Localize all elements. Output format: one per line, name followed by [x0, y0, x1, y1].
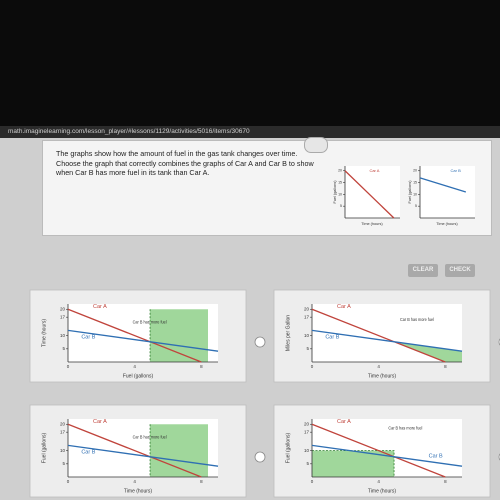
question-panel — [42, 140, 492, 236]
graph-label: Car B — [451, 168, 462, 173]
y-tick-label: 10 — [304, 333, 310, 338]
car-a-label: Car A — [93, 304, 107, 310]
y-axis-label: Miles per Gallon — [285, 315, 291, 351]
x-axis-label: Time (hours) — [124, 488, 152, 494]
check-button[interactable]: CHECK — [445, 264, 475, 277]
option-radio[interactable] — [254, 451, 266, 463]
x-axis-label: Time (hours) — [361, 222, 383, 226]
x-axis-label: Time (hours) — [436, 222, 458, 226]
note-label: Car B has more fuel — [388, 425, 422, 430]
car-a-line — [67, 308, 202, 363]
y-tick-label: 15 — [413, 180, 417, 184]
car-a-line — [311, 308, 446, 363]
y-tick-label: 17 — [60, 429, 66, 434]
car-a-label: Car A — [93, 419, 107, 425]
x-axis-label: Time (hours) — [368, 488, 396, 494]
x-tick-label: 0 — [311, 364, 314, 369]
y-tick-label: 5 — [340, 204, 342, 208]
shade — [150, 309, 208, 362]
y-tick-label: 20 — [338, 169, 342, 173]
graph-label: Car A — [369, 168, 379, 173]
y-tick-label: 20 — [60, 421, 66, 426]
y-tick-label: 5 — [306, 461, 309, 466]
x-axis-label: Time (hours) — [368, 373, 396, 379]
x-tick-label: 4 — [133, 364, 136, 369]
y-tick-label: 20 — [413, 169, 417, 173]
x-tick-label: 0 — [67, 479, 70, 484]
car-a-label: Car A — [337, 419, 351, 425]
clear-button[interactable]: CLEAR — [408, 264, 438, 277]
question-text: The graphs show how the amount of fuel i… — [56, 149, 314, 177]
x-tick-label: 8 — [200, 479, 203, 484]
car-a-line — [67, 423, 202, 478]
option-radio[interactable] — [254, 336, 266, 348]
y-axis-label: Fuel (gallons) — [285, 433, 291, 464]
y-tick-label: 20 — [60, 306, 66, 311]
note-label: Car B has more fuel — [400, 317, 434, 322]
y-tick-label: 10 — [338, 192, 342, 196]
y-tick-label: 5 — [62, 461, 65, 466]
x-tick-label: 8 — [200, 364, 203, 369]
y-axis-label: Fuel (gallons) — [41, 433, 47, 464]
plot-bg — [420, 166, 475, 218]
x-tick-label: 0 — [311, 479, 314, 484]
y-tick-label: 10 — [304, 448, 310, 453]
car-b-label: Car B — [325, 334, 339, 340]
note-label: Car B has more fuel — [133, 435, 167, 440]
audio-button[interactable] — [304, 137, 328, 153]
car-a-line — [344, 170, 395, 219]
car-b-label: Car B — [81, 334, 95, 340]
shade — [394, 341, 462, 362]
shade-border — [312, 450, 395, 477]
car-b-label: Car B — [429, 453, 443, 459]
y-axis-label: Fuel (gallons) — [408, 180, 412, 204]
plot-bg — [345, 166, 400, 218]
car-b-line — [419, 177, 467, 193]
car-b-label: Car B — [81, 449, 95, 455]
y-tick-label: 20 — [304, 421, 310, 426]
y-tick-label: 17 — [304, 429, 310, 434]
y-tick-label: 5 — [306, 346, 309, 351]
x-tick-label: 8 — [444, 479, 447, 484]
y-tick-label: 5 — [415, 204, 417, 208]
y-tick-label: 10 — [413, 192, 417, 196]
y-tick-label: 5 — [62, 346, 65, 351]
y-tick-label: 17 — [60, 314, 66, 319]
y-tick-label: 20 — [304, 306, 310, 311]
car-a-line — [311, 423, 446, 478]
y-tick-label: 17 — [304, 314, 310, 319]
car-b-line — [67, 329, 219, 352]
note-label: Car B has more fuel — [133, 320, 167, 325]
car-b-line — [311, 329, 463, 352]
car-b-line — [311, 444, 463, 467]
y-axis-label: Time (hours) — [41, 319, 47, 347]
url-bar[interactable]: math.imaginelearning.com/lesson_player/#… — [0, 126, 500, 138]
y-axis-label: Fuel (gallons) — [333, 180, 337, 204]
x-tick-label: 4 — [133, 479, 136, 484]
x-tick-label: 4 — [377, 364, 380, 369]
y-tick-label: 10 — [60, 448, 66, 453]
x-tick-label: 4 — [377, 479, 380, 484]
y-tick-label: 10 — [60, 333, 66, 338]
y-tick-label: 15 — [338, 180, 342, 184]
x-tick-label: 0 — [67, 364, 70, 369]
car-b-line — [67, 444, 219, 467]
x-tick-label: 8 — [444, 364, 447, 369]
shade — [150, 424, 208, 477]
x-axis-label: Fuel (gallons) — [123, 373, 154, 379]
car-a-label: Car A — [337, 304, 351, 310]
